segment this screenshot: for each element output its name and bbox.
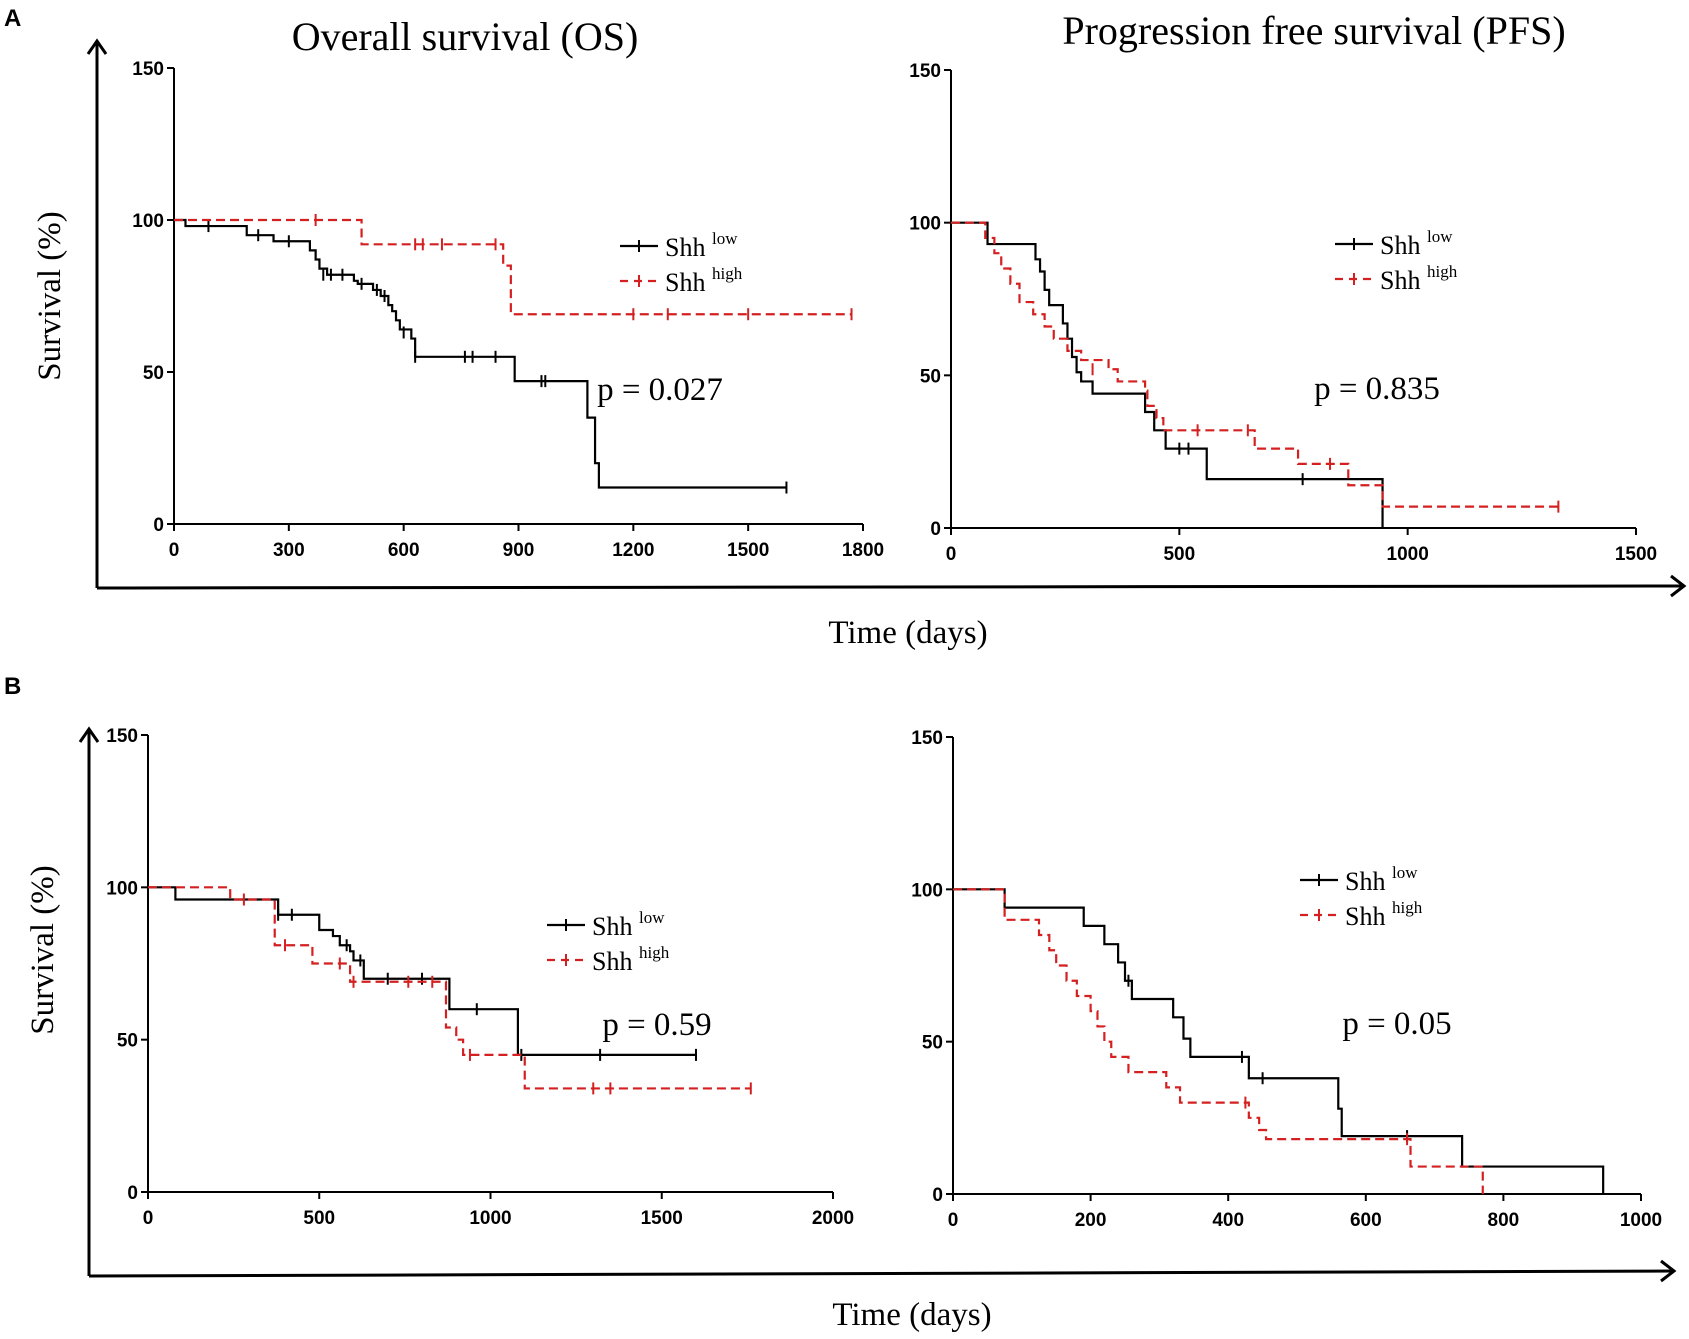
chart-title: Overall survival (OS) <box>292 14 639 59</box>
legend-label-shh-high: Shh <box>592 947 632 976</box>
outer-y-arrow-b <box>78 726 100 743</box>
y-axis-label: Survival (%) <box>25 865 61 1035</box>
legend-label-shh-high: Shh <box>665 268 705 297</box>
x-tick-label: 1500 <box>641 1208 683 1229</box>
x-tick-label: 1200 <box>612 540 654 561</box>
legend-label-shh-low: Shh <box>592 912 632 941</box>
x-tick-label: 900 <box>503 540 535 561</box>
p-value-label: p = 0.59 <box>602 1007 711 1043</box>
y-tick-label: 150 <box>132 59 164 80</box>
legend-label-shh-low: Shh <box>1345 867 1385 896</box>
p-value-label: p = 0.05 <box>1342 1006 1451 1042</box>
y-tick-label: 50 <box>117 1031 138 1052</box>
y-tick-label: 100 <box>909 214 941 235</box>
legend-sup-high: high <box>1427 262 1458 281</box>
series-line-shh-low <box>148 886 696 1056</box>
series-line-shh-low <box>951 221 1384 528</box>
x-tick-label: 1000 <box>469 1208 511 1229</box>
legend-sup-low: low <box>1392 863 1418 882</box>
x-tick-label: 2000 <box>812 1208 854 1229</box>
y-tick-label: 0 <box>153 515 164 536</box>
legend-sup-high: high <box>712 264 743 283</box>
y-tick-label: 50 <box>143 363 164 384</box>
x-tick-label: 1800 <box>842 540 884 561</box>
y-tick-label: 100 <box>911 880 943 901</box>
y-tick-label: 0 <box>932 1185 943 1206</box>
outer-x-axis-b <box>88 1269 1675 1278</box>
y-tick-label: 0 <box>930 519 941 540</box>
panel-label-a: A <box>4 5 21 32</box>
outer-axes-a <box>86 38 1687 598</box>
legend-sup-low: low <box>712 229 738 248</box>
x-tick-label: 0 <box>948 1210 959 1231</box>
time-label-b: Time (days) <box>832 1297 991 1333</box>
y-tick-label: 50 <box>920 366 941 387</box>
p-value-label: p = 0.027 <box>597 372 723 408</box>
x-tick-label: 300 <box>273 540 305 561</box>
x-tick-label: 0 <box>169 540 180 561</box>
series-line-shh-low <box>953 888 1605 1194</box>
outer-x-axis-a <box>96 584 1685 590</box>
series-line-shh-high <box>148 886 751 1090</box>
outer-x-arrow-a <box>1670 574 1687 598</box>
series-line-shh-high <box>951 221 1559 508</box>
x-tick-label: 1500 <box>727 540 769 561</box>
y-tick-label: 150 <box>106 726 138 747</box>
legend-sup-low: low <box>1427 227 1453 246</box>
legend-sup-high: high <box>1392 898 1423 917</box>
y-tick-label: 100 <box>106 878 138 899</box>
p-value-label: p = 0.835 <box>1314 371 1440 407</box>
legend-label-shh-low: Shh <box>665 233 705 262</box>
time-label-a: Time (days) <box>828 615 987 651</box>
x-tick-label: 200 <box>1075 1210 1107 1231</box>
x-tick-label: 400 <box>1212 1210 1244 1231</box>
legend-sup-low: low <box>639 908 665 927</box>
x-tick-label: 0 <box>143 1208 154 1229</box>
series-line-shh-high <box>953 888 1484 1194</box>
legend-sup-high: high <box>639 943 670 962</box>
outer-axes-b <box>78 726 1677 1283</box>
legend-label-shh-low: Shh <box>1380 231 1420 260</box>
x-tick-label: 500 <box>303 1208 335 1229</box>
x-tick-label: 500 <box>1163 544 1195 565</box>
x-tick-label: 600 <box>1350 1210 1382 1231</box>
panel-label-b: B <box>4 673 21 700</box>
y-tick-label: 50 <box>922 1033 943 1054</box>
x-tick-label: 0 <box>946 544 957 565</box>
x-tick-label: 1500 <box>1615 544 1657 565</box>
series-line-shh-high <box>174 218 852 316</box>
x-tick-label: 800 <box>1488 1210 1520 1231</box>
outer-x-arrow-b <box>1660 1259 1677 1283</box>
y-tick-label: 100 <box>132 211 164 232</box>
y-tick-label: 0 <box>127 1183 138 1204</box>
y-tick-label: 150 <box>909 61 941 82</box>
outer-y-arrow-a <box>86 38 108 55</box>
x-tick-label: 1000 <box>1387 544 1429 565</box>
x-tick-label: 600 <box>388 540 420 561</box>
chart-title: Progression free survival (PFS) <box>1062 8 1565 53</box>
y-tick-label: 150 <box>911 728 943 749</box>
x-tick-label: 1000 <box>1620 1210 1662 1231</box>
legend-label-shh-high: Shh <box>1380 266 1420 295</box>
legend-label-shh-high: Shh <box>1345 902 1385 931</box>
y-axis-label: Survival (%) <box>32 211 68 381</box>
